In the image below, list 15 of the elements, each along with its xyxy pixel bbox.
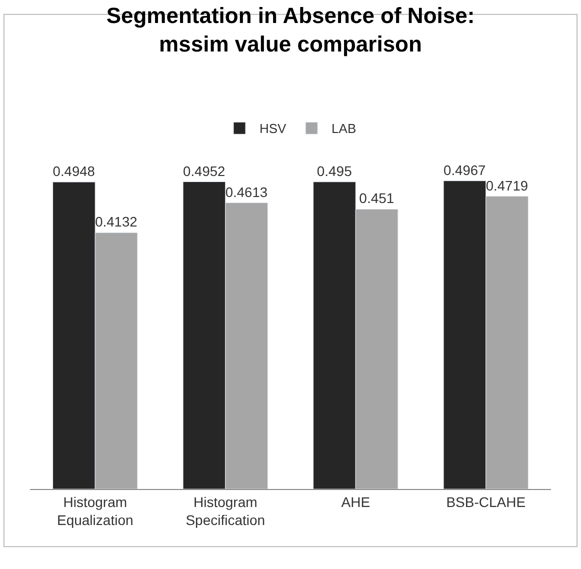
data-label: 0.4967	[444, 162, 486, 178]
legend-label: LAB	[332, 121, 356, 136]
legend-label: HSV	[260, 121, 287, 136]
x-tick-label: AHE	[341, 494, 370, 510]
x-tick-label: Histogram Specification	[186, 494, 266, 528]
x-tick-label: Histogram Equalization	[56, 494, 134, 528]
data-label: 0.451	[359, 190, 394, 206]
data-label: 0.4132	[95, 214, 138, 230]
chart-title: Segmentation in Absence of Noise: mssim value comparison	[106, 2, 475, 56]
data-label: 0.4952	[183, 164, 226, 179]
data-label: 0.4719	[486, 178, 528, 194]
data-label: 0.495	[316, 162, 352, 179]
data-label: 0.4948	[52, 164, 96, 180]
data-label: 0.4613	[225, 184, 268, 200]
x-tick-label: BSB-CLAHE	[446, 494, 526, 510]
